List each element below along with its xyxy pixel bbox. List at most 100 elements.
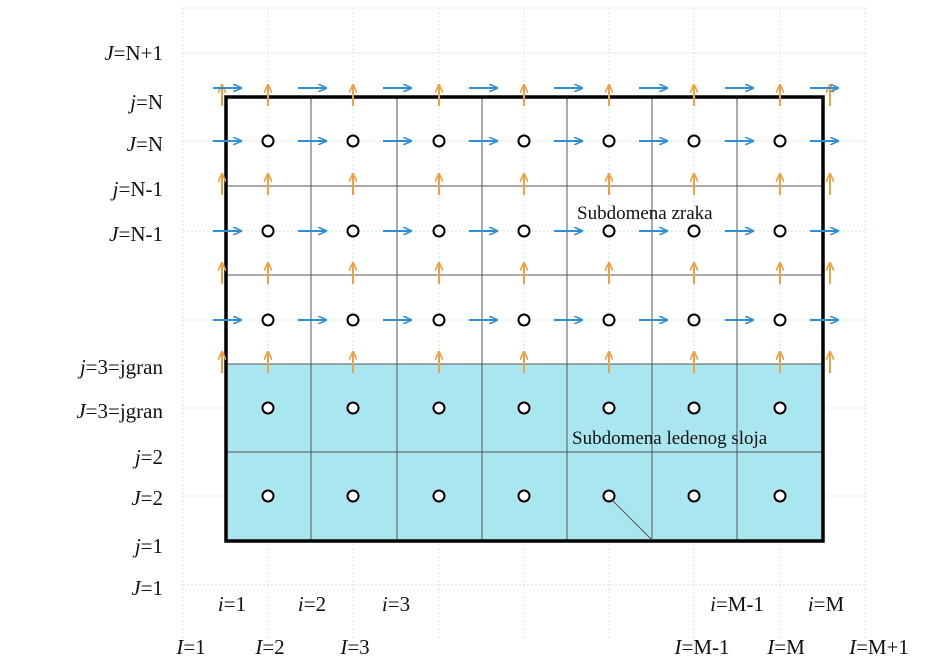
column-label-I: I=M xyxy=(766,635,805,659)
pressure-node xyxy=(687,489,701,503)
row-label: J=N xyxy=(127,132,163,156)
index-value: =3=jgran xyxy=(86,355,164,379)
index-value: =N-1 xyxy=(118,222,163,246)
index-value: =M xyxy=(774,635,805,659)
index-value: =3=jgran xyxy=(86,399,164,423)
pressure-node xyxy=(687,224,701,238)
pressure-node xyxy=(602,401,616,415)
row-label: J=N-1 xyxy=(109,222,163,246)
index-value: =N-1 xyxy=(118,177,163,201)
pressure-node xyxy=(346,134,360,148)
air-subdomain-label: Subdomena zraka xyxy=(577,203,713,224)
index-value: =3 xyxy=(347,635,369,659)
column-label-i: i=3 xyxy=(382,592,410,616)
column-node-labels: I=1 I=2 I=3 I=M-1 I=M I=M+1 xyxy=(175,635,909,659)
index-variable: j xyxy=(132,445,141,469)
index-value: =2 xyxy=(141,445,163,469)
index-variable: i xyxy=(218,592,224,616)
index-variable: j xyxy=(110,177,119,201)
index-variable: J xyxy=(131,576,142,600)
column-face-labels: i=1 i=2 i=3 i=M-1 i=M xyxy=(218,592,845,616)
pressure-node xyxy=(773,224,787,238)
index-variable: J xyxy=(127,132,138,156)
index-value: =N+1 xyxy=(114,41,163,65)
index-value: =N xyxy=(136,90,163,114)
pressure-node xyxy=(346,489,360,503)
pressure-node xyxy=(346,224,360,238)
index-value: =M-1 xyxy=(681,635,729,659)
pressure-node xyxy=(346,313,360,327)
pressure-node xyxy=(432,134,446,148)
index-value: =1 xyxy=(224,592,246,616)
pressure-node xyxy=(517,401,531,415)
index-variable: I xyxy=(848,635,857,659)
pressure-node xyxy=(517,224,531,238)
row-label: J=1 xyxy=(131,576,163,600)
column-label-I: I=1 xyxy=(175,635,205,659)
pressure-node xyxy=(687,401,701,415)
pressure-node xyxy=(261,313,275,327)
pressure-node xyxy=(602,489,616,503)
index-variable: J xyxy=(104,41,115,65)
row-label: J=N+1 xyxy=(104,41,163,65)
index-value: =M+1 xyxy=(856,635,909,659)
index-variable: j xyxy=(132,534,141,558)
row-label: J=3=jgran xyxy=(76,399,163,423)
row-label: J=2 xyxy=(131,486,163,510)
index-value: =M-1 xyxy=(716,592,764,616)
index-value: =3 xyxy=(388,592,410,616)
index-value: =1 xyxy=(141,576,163,600)
ice-subdomain-label: Subdomena ledenog sloja xyxy=(572,428,768,449)
diagonal-line xyxy=(611,499,653,541)
u-velocity-arrows xyxy=(213,88,838,320)
row-label: j=2 xyxy=(132,445,163,469)
pressure-node xyxy=(517,489,531,503)
pressure-node xyxy=(432,313,446,327)
column-label-I: I=M-1 xyxy=(673,635,729,659)
pressure-node xyxy=(432,489,446,503)
index-value: =2 xyxy=(141,486,163,510)
row-label: j=1 xyxy=(132,534,163,558)
row-index-labels: J=N+1j=NJ=Nj=N-1J=N-1j=3=jgranJ=3=jgranj… xyxy=(76,41,163,600)
pressure-node xyxy=(687,134,701,148)
pressure-node xyxy=(261,224,275,238)
index-variable: I xyxy=(766,635,775,659)
pressure-node xyxy=(261,134,275,148)
index-variable: J xyxy=(131,486,142,510)
pressure-node xyxy=(773,489,787,503)
pressure-node xyxy=(517,134,531,148)
pressure-node xyxy=(773,134,787,148)
index-variable: I xyxy=(673,635,682,659)
column-label-i: i=M-1 xyxy=(710,592,764,616)
diagonal-mark xyxy=(611,499,653,541)
v-velocity-arrows xyxy=(222,85,830,373)
pressure-nodes xyxy=(261,134,787,503)
pressure-node xyxy=(432,401,446,415)
row-label: j=3=jgran xyxy=(77,355,164,379)
pressure-node xyxy=(773,401,787,415)
row-label: j=N xyxy=(127,90,163,114)
pressure-node xyxy=(432,224,446,238)
index-variable: j xyxy=(77,355,86,379)
pressure-node xyxy=(261,489,275,503)
column-label-I: I=M+1 xyxy=(848,635,909,659)
column-label-i: i=2 xyxy=(298,592,326,616)
index-value: =M xyxy=(814,592,845,616)
index-value: =1 xyxy=(141,534,163,558)
pressure-node xyxy=(517,313,531,327)
index-variable: i xyxy=(808,592,814,616)
pressure-node xyxy=(602,313,616,327)
pressure-node xyxy=(261,401,275,415)
pressure-node xyxy=(687,313,701,327)
index-value: =2 xyxy=(262,635,284,659)
pressure-node xyxy=(773,313,787,327)
index-variable: j xyxy=(127,90,136,114)
index-variable: J xyxy=(76,399,87,423)
column-label-I: I=3 xyxy=(339,635,369,659)
row-label: j=N-1 xyxy=(110,177,163,201)
index-variable: i xyxy=(382,592,388,616)
index-variable: I xyxy=(254,635,263,659)
column-label-i: i=M xyxy=(808,592,845,616)
index-variable: J xyxy=(109,222,120,246)
